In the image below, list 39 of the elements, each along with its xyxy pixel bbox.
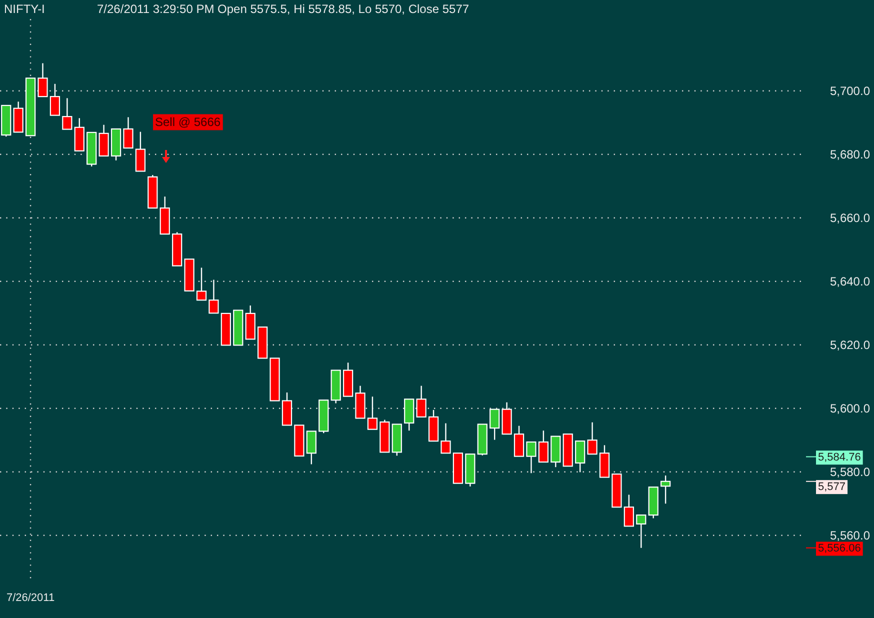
y-tick-label: 5,560.0: [830, 528, 870, 543]
candlestick: [624, 494, 634, 527]
annotation: Sell @ 5666: [155, 115, 221, 130]
y-tick-label: 5,600.0: [830, 402, 870, 416]
candlestick: [50, 83, 60, 116]
candlestick: [490, 408, 500, 440]
candlestick: [416, 385, 426, 418]
candlestick: [13, 101, 24, 133]
candlestick: [38, 62, 48, 98]
candlestick: [636, 514, 646, 548]
candlestick: [98, 124, 109, 157]
ref-line-label: 5,556.06: [818, 542, 861, 555]
ref-line-label: 5,577: [818, 481, 846, 494]
candlestick: [587, 422, 598, 455]
x-tick-label: 7/26/2011: [6, 592, 55, 604]
y-tick-label: 5,660.0: [830, 211, 870, 226]
candlestick: [538, 430, 549, 463]
candlestick: [306, 430, 316, 465]
candlestick: [196, 267, 207, 301]
ref-line-label: 5,584.76: [818, 452, 861, 464]
candlestick: [440, 422, 451, 454]
candlestick: [526, 441, 536, 474]
candlestick: [135, 131, 146, 172]
candlestick: [367, 396, 378, 430]
candlestick: [404, 398, 414, 432]
y-tick-label: 5,700.0: [830, 84, 870, 98]
chart-title: NIFTY-I: [4, 2, 45, 16]
y-tick-label: 5,580.0: [830, 465, 870, 480]
chart-subtitle: 7/26/2011 3:29:50 PM Open 5575.5, Hi 5578.85, Lo 5570, Close 5577: [97, 2, 470, 16]
y-tick-label: 5,680.0: [830, 148, 870, 162]
candlestick: [208, 279, 219, 314]
y-tick-label: 5,620.0: [830, 338, 870, 352]
candlestick: [660, 474, 671, 504]
candlestick: [514, 425, 524, 457]
candlestick: [575, 440, 586, 473]
candlestick: [74, 118, 84, 152]
y-tick-label: 5,640.0: [830, 274, 870, 289]
candlestick: [62, 98, 72, 130]
candlestick: [123, 116, 134, 149]
